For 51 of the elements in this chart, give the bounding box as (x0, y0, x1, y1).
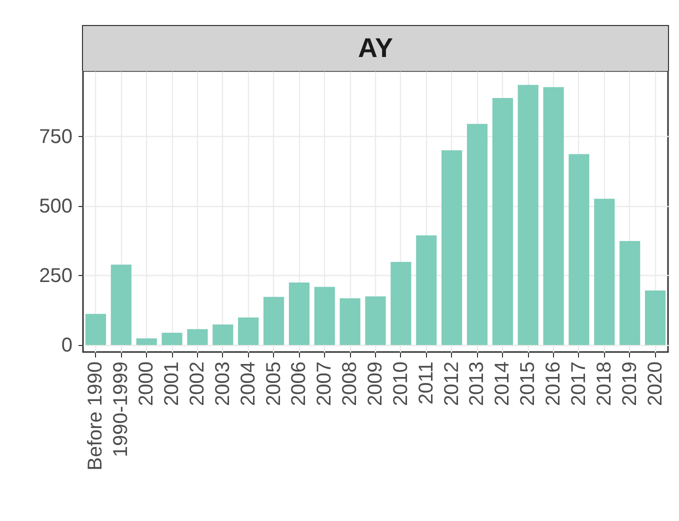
x-tick-label: 2017 (568, 362, 590, 406)
x-tick-label: 2000 (136, 362, 158, 406)
bar (644, 290, 666, 346)
x-tick-label: 2015 (517, 362, 540, 406)
bar (594, 198, 615, 346)
x-tick-label: 2012 (440, 362, 463, 406)
y-tick-label: 750 (39, 126, 72, 148)
x-tick-label: 2009 (364, 362, 386, 406)
bar (466, 124, 488, 346)
bar (492, 98, 513, 346)
bar (263, 296, 284, 346)
x-tick-label: Before 1990 (84, 362, 107, 470)
x-tick-label: 2004 (237, 362, 260, 406)
x-tick-label: 2008 (339, 362, 362, 406)
x-tick-label: 2013 (466, 362, 488, 406)
bar (340, 298, 360, 346)
chart-title: AY (82, 25, 669, 72)
bar (136, 338, 157, 346)
bar (212, 324, 234, 346)
bar (187, 329, 208, 346)
x-tick-label: 2020 (644, 362, 666, 406)
bar (390, 262, 412, 346)
bar (568, 154, 590, 346)
y-tick-label: 0 (61, 334, 72, 357)
x-tick-label: 2019 (618, 362, 641, 406)
x-tick-label: 2007 (314, 362, 336, 406)
bar (85, 314, 106, 346)
x-tick-label: 2014 (492, 362, 514, 406)
x-tick-label: 2018 (593, 362, 616, 406)
y-tick-label: 500 (39, 195, 72, 218)
bar (162, 332, 182, 346)
x-tick-label: 2002 (186, 362, 208, 406)
bar (518, 84, 538, 346)
x-tick-label: 2003 (212, 362, 234, 406)
bar (416, 235, 437, 346)
y-tick-label: 250 (39, 264, 72, 287)
x-tick-label: 1990-1999 (110, 362, 132, 458)
bar (442, 150, 462, 346)
bar (314, 286, 335, 346)
x-tick-label: 2010 (390, 362, 412, 406)
bar (288, 282, 310, 346)
x-tick-label: 2001 (161, 362, 184, 406)
bar (110, 264, 132, 346)
x-tick-label: 2006 (288, 362, 310, 406)
bar (365, 296, 386, 346)
bar (238, 318, 259, 346)
x-tick-label: 2016 (542, 362, 565, 406)
bar (543, 87, 564, 346)
bar (620, 240, 640, 346)
x-tick-label: 2011 (415, 362, 438, 405)
x-tick-label: 2005 (262, 362, 285, 406)
